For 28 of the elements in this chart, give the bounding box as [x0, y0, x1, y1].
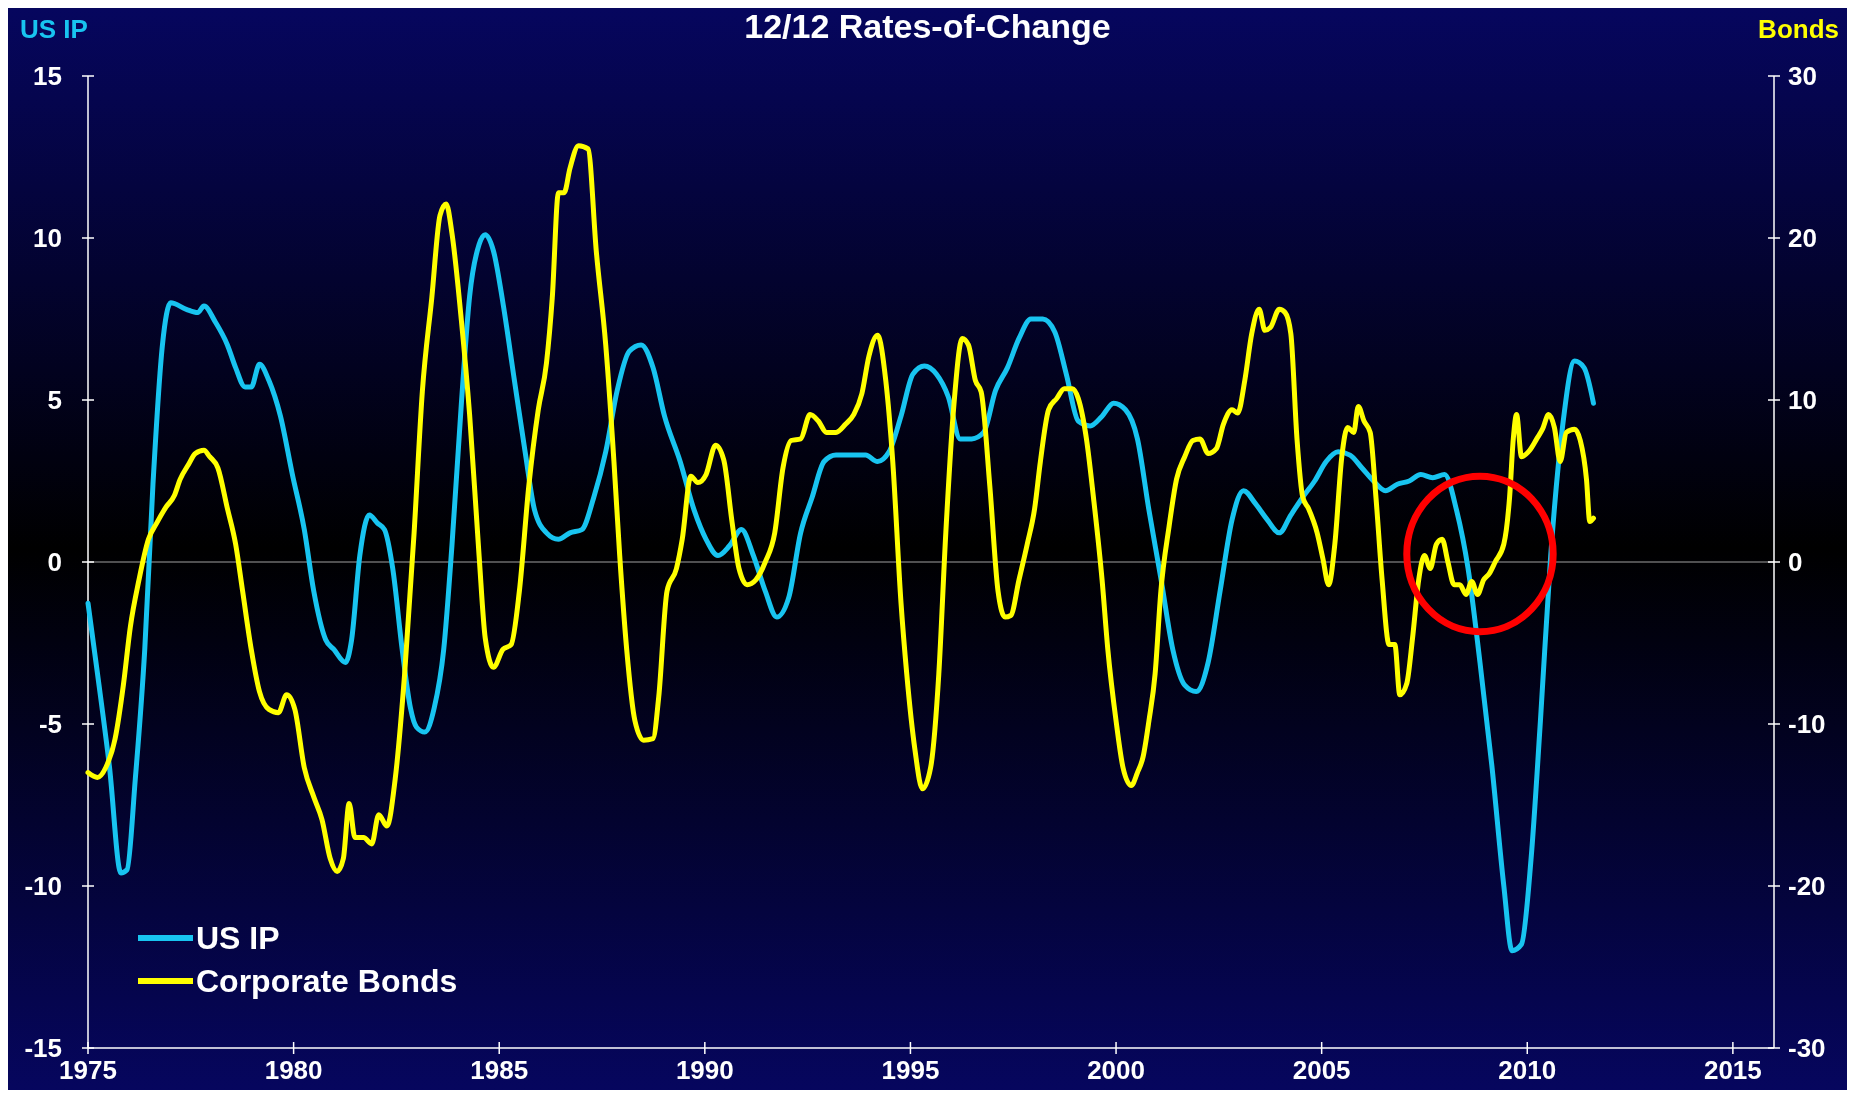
chart-title: 12/12 Rates-of-Change — [744, 7, 1111, 45]
y2-tick-label: -10 — [1788, 709, 1826, 740]
y2-tick-label: 10 — [1788, 385, 1817, 416]
y-axis-title: US IP — [20, 14, 88, 44]
y2-tick-label: -30 — [1788, 1033, 1826, 1064]
x-tick-label: 2005 — [1292, 1055, 1351, 1085]
x-tick-label: 2015 — [1703, 1055, 1762, 1085]
y-tick-label: 15 — [33, 61, 62, 92]
y-tick-label: -15 — [24, 1033, 62, 1064]
legend-label: Corporate Bonds — [196, 963, 458, 1000]
y2-axis-title: Bonds — [1758, 14, 1839, 44]
legend-label: US IP — [196, 920, 280, 957]
x-tick-label: 1990 — [675, 1055, 734, 1085]
x-tick-label: 2010 — [1498, 1055, 1557, 1085]
y-tick-label: 5 — [47, 385, 62, 416]
y-tick-label: 0 — [47, 547, 62, 578]
y-tick-label: -10 — [24, 871, 62, 902]
x-tick-label: 1995 — [881, 1055, 940, 1085]
x-tick-label: 1985 — [470, 1055, 529, 1085]
x-tick-label: 2000 — [1087, 1055, 1145, 1085]
y2-tick-label: -20 — [1788, 871, 1826, 902]
y2-tick-label: 30 — [1788, 61, 1817, 92]
y2-tick-label: 0 — [1788, 547, 1803, 578]
x-tick-label: 1980 — [264, 1055, 323, 1085]
y-tick-label: 10 — [33, 223, 62, 254]
y2-tick-label: 20 — [1788, 223, 1817, 254]
x-tick-label: 1975 — [59, 1055, 117, 1085]
y-tick-label: -5 — [38, 709, 62, 740]
